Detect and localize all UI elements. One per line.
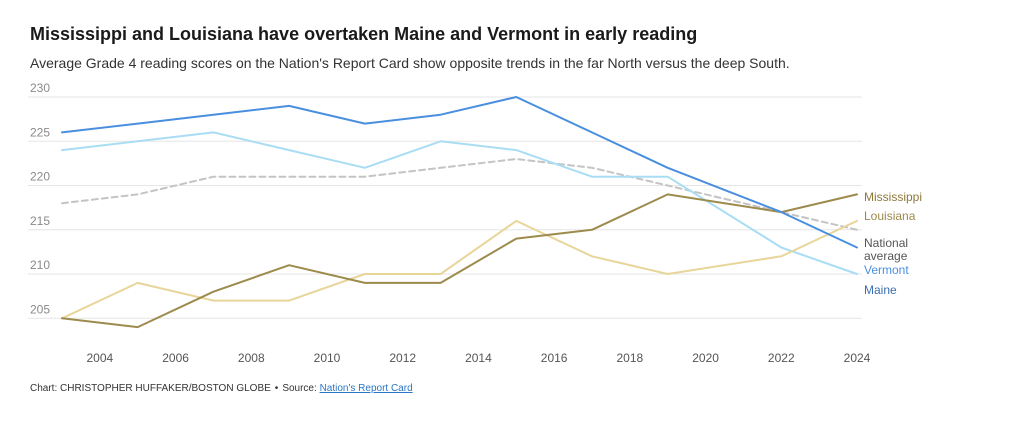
x-tick-label: 2006: [162, 351, 189, 365]
x-tick-label: 2010: [314, 351, 341, 365]
y-tick-label: 215: [30, 214, 50, 228]
x-tick-label: 2016: [541, 351, 568, 365]
x-tick-label: 2018: [617, 351, 644, 365]
source-link[interactable]: Nation's Report Card: [319, 383, 413, 394]
series-line-national: [61, 158, 858, 231]
series-line-vermont: [61, 96, 858, 249]
series-label-maine: Maine: [864, 283, 897, 297]
x-tick-label: 2004: [87, 351, 114, 365]
chart-subtitle: Average Grade 4 reading scores on the Na…: [30, 55, 790, 71]
line-chart: 205 210 215 220 225 230 2004 2006 2008 2010 2012 20…: [28, 81, 922, 365]
x-tick-label: 2014: [465, 351, 492, 365]
x-tick-label: 2020: [692, 351, 719, 365]
y-tick-label: 205: [30, 302, 50, 316]
series-line-louisiana: [61, 219, 858, 320]
series-label-national: National average: [864, 236, 908, 263]
series-label-mississippi: Mississippi: [864, 190, 922, 204]
series-label-louisiana: Louisiana: [864, 209, 916, 223]
series-line-mississippi: [61, 193, 858, 329]
x-tick-label: 2024: [844, 351, 871, 365]
y-tick-label: 210: [30, 258, 50, 272]
series-line-maine: [61, 131, 858, 275]
chart-title: Mississippi and Louisiana have overtaken…: [30, 24, 698, 44]
series-label-vermont: Vermont: [864, 263, 909, 277]
source-prefix: Source:: [282, 383, 317, 394]
x-tick-label: 2012: [389, 351, 416, 365]
footer-separator: •: [274, 383, 279, 394]
x-tick-label: 2008: [238, 351, 265, 365]
y-tick-label: 225: [30, 125, 50, 139]
y-tick-label: 220: [30, 170, 50, 184]
chart-footer: Chart: CHRISTOPHER HUFFAKER/BOSTON GLOBE…: [30, 383, 413, 394]
x-tick-label: 2022: [768, 351, 795, 365]
y-tick-label: 230: [30, 81, 50, 95]
credit-text: Chart: CHRISTOPHER HUFFAKER/BOSTON GLOBE: [30, 383, 271, 394]
